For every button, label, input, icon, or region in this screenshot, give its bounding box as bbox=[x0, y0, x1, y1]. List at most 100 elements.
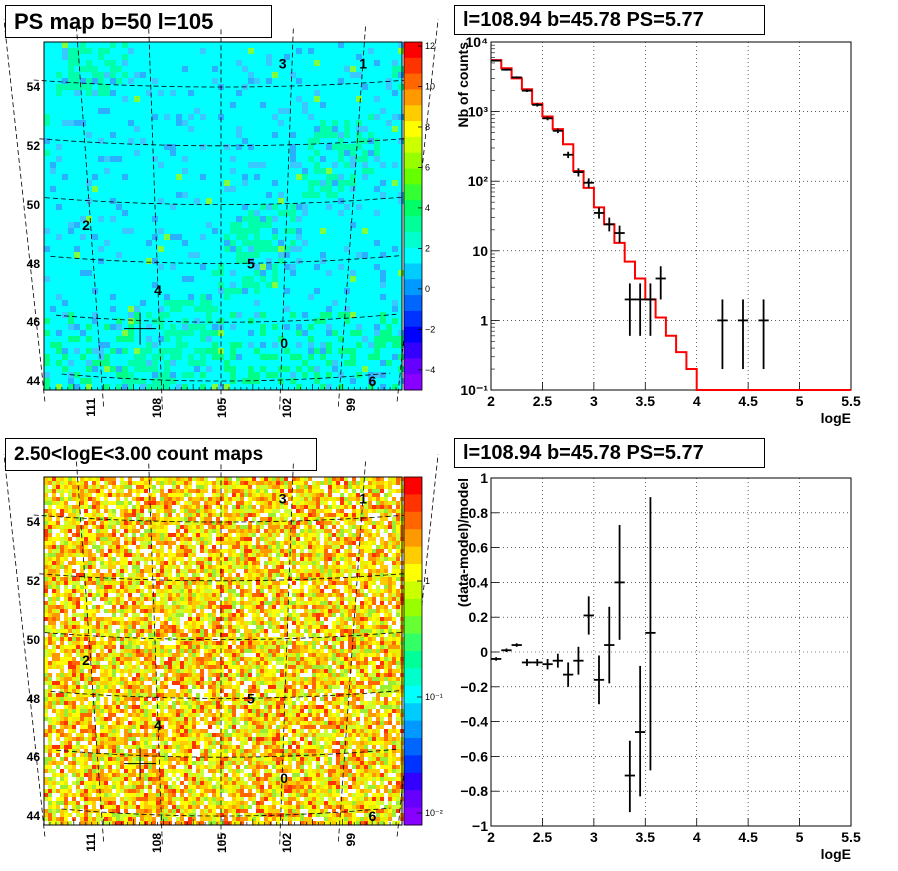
count-map-cell bbox=[372, 533, 376, 537]
count-map-cell bbox=[360, 661, 364, 665]
count-map-cell bbox=[328, 581, 332, 585]
ps-map-cell bbox=[44, 378, 50, 384]
count-map-cell bbox=[140, 557, 144, 561]
count-map-cell bbox=[340, 493, 344, 497]
count-map-cell bbox=[136, 545, 140, 549]
ps-map-cell bbox=[380, 252, 386, 258]
count-map-cell bbox=[288, 609, 292, 613]
count-map-cell bbox=[56, 549, 60, 553]
count-map-cell bbox=[232, 573, 236, 577]
count-map-cell bbox=[128, 597, 132, 601]
ps-map-cell bbox=[326, 192, 332, 198]
count-map-cell bbox=[376, 497, 380, 501]
count-map-cell bbox=[344, 585, 348, 589]
count-map-cell bbox=[156, 593, 160, 597]
count-map-cell bbox=[388, 613, 392, 617]
count-map-cell bbox=[392, 569, 396, 573]
count-map-cell bbox=[100, 493, 104, 497]
count-map-cell bbox=[288, 477, 292, 481]
count-map-cell bbox=[216, 509, 220, 513]
ps-map-cell bbox=[212, 384, 218, 390]
count-map-cell bbox=[108, 521, 112, 525]
count-map-cell bbox=[204, 581, 208, 585]
count-map-cell bbox=[380, 601, 384, 605]
count-map-cell bbox=[136, 481, 140, 485]
count-map-cell bbox=[292, 593, 296, 597]
ps-map-cell bbox=[140, 378, 146, 384]
count-map-cell bbox=[252, 517, 256, 521]
count-map-cell bbox=[124, 565, 128, 569]
count-map-cell bbox=[396, 641, 400, 645]
ps-map-cell bbox=[254, 288, 260, 294]
count-map-cell bbox=[172, 525, 176, 529]
count-map-cell bbox=[280, 529, 284, 533]
count-map-cell bbox=[352, 589, 356, 593]
count-map-cell bbox=[376, 565, 380, 569]
ps-map-cell bbox=[296, 48, 302, 54]
count-map-cell bbox=[276, 485, 280, 489]
count-map-cell bbox=[320, 541, 324, 545]
count-map-cell bbox=[120, 477, 124, 481]
count-map-cell bbox=[52, 581, 56, 585]
ps-map-cell bbox=[272, 342, 278, 348]
count-map-cell bbox=[344, 541, 348, 545]
count-map-cell bbox=[80, 585, 84, 589]
count-map-cell bbox=[192, 557, 196, 561]
ps-map-cell bbox=[224, 180, 230, 186]
count-map-cell bbox=[296, 621, 300, 625]
count-map-cell bbox=[304, 649, 308, 653]
count-map-cell bbox=[264, 501, 268, 505]
count-map-cell bbox=[284, 549, 288, 553]
count-map-cell bbox=[308, 597, 312, 601]
count-map-cell bbox=[212, 637, 216, 641]
count-map-cell bbox=[236, 541, 240, 545]
count-map-cell bbox=[72, 557, 76, 561]
count-map-cell bbox=[148, 653, 152, 657]
count-map-cell bbox=[368, 525, 372, 529]
count-map-cell bbox=[144, 493, 148, 497]
count-map-cell bbox=[72, 629, 76, 633]
count-map-cell bbox=[136, 597, 140, 601]
ps-map-cell bbox=[368, 168, 374, 174]
count-map-cell bbox=[76, 637, 80, 641]
count-map-cell bbox=[372, 501, 376, 505]
count-map-cell bbox=[308, 645, 312, 649]
count-map-cell bbox=[376, 557, 380, 561]
count-map-cell bbox=[168, 645, 172, 649]
count-map-cell bbox=[264, 661, 268, 665]
count-map-cell bbox=[252, 593, 256, 597]
count-map-cell bbox=[88, 641, 92, 645]
ps-map-cell bbox=[266, 222, 272, 228]
count-map-cell bbox=[84, 633, 88, 637]
count-map-cell bbox=[372, 621, 376, 625]
count-map-cell bbox=[212, 569, 216, 573]
count-map-cell bbox=[208, 485, 212, 489]
count-map-cell bbox=[80, 661, 84, 665]
count-map-cell bbox=[300, 625, 304, 629]
count-map-cell bbox=[292, 585, 296, 589]
count-map-cell bbox=[196, 561, 200, 565]
count-map-cell bbox=[180, 517, 184, 521]
count-map-cell bbox=[80, 497, 84, 501]
count-map-cell bbox=[116, 525, 120, 529]
count-map-cell bbox=[236, 609, 240, 613]
count-map-cell bbox=[200, 561, 204, 565]
count-map-cell bbox=[380, 577, 384, 581]
count-map-cell bbox=[316, 629, 320, 633]
count-map-cell bbox=[136, 549, 140, 553]
count-map-cell bbox=[288, 549, 292, 553]
count-map-cell bbox=[360, 641, 364, 645]
ps-map-cell bbox=[332, 180, 338, 186]
ps-map-cell bbox=[302, 174, 308, 180]
count-map-cell bbox=[128, 665, 132, 669]
count-map-cell bbox=[80, 621, 84, 625]
count-map-cell bbox=[396, 541, 400, 545]
count-map-cell bbox=[236, 501, 240, 505]
count-map-cell bbox=[324, 505, 328, 509]
count-map-cell bbox=[300, 585, 304, 589]
count-map-cell bbox=[284, 489, 288, 493]
count-map-cell bbox=[356, 505, 360, 509]
count-map-cell bbox=[48, 637, 52, 641]
count-map-cell bbox=[296, 625, 300, 629]
ps-map-cell bbox=[86, 324, 92, 330]
